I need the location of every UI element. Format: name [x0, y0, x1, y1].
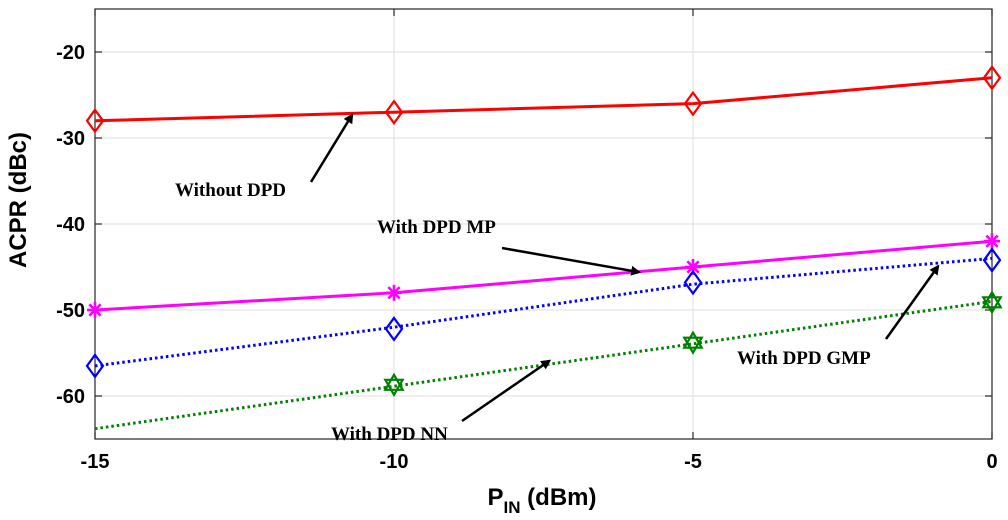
diamond-marker [384, 99, 404, 126]
annotation-with-dpd-nn: With DPD NN [331, 359, 552, 445]
annotation-arrow [501, 246, 642, 276]
asterisk-marker [87, 302, 103, 318]
hexagram-marker [383, 372, 405, 397]
series-with-dpd-mp [87, 233, 1000, 318]
y-axis-title: ACPR (dBc) [5, 132, 32, 268]
hexagram-marker [981, 290, 1003, 315]
hexagram-marker [682, 330, 704, 355]
annotation-arrow [461, 359, 552, 423]
annotation-arrow [309, 113, 354, 183]
x-axis-title: PIN (dBm) [488, 484, 597, 517]
diamond-marker [85, 107, 105, 134]
y-tick-label: -60 [56, 386, 85, 408]
x-tick-label: 0 [986, 451, 997, 473]
diamond-marker [384, 316, 404, 342]
series-line [94, 76, 993, 123]
series-line [94, 239, 993, 312]
series-with-dpd-gmp [85, 247, 1002, 379]
diamond-marker [683, 269, 703, 296]
x-tick-label: -5 [684, 451, 702, 473]
x-axis-title-main: P [488, 484, 504, 511]
annotations: Without DPD With DPD MP With DPD GMP With D… [175, 113, 940, 445]
asterisk-marker [386, 284, 402, 301]
annotation-arrow [884, 264, 940, 340]
series-without-dpd [85, 64, 1002, 134]
x-axis-title-unit: (dBm) [521, 484, 597, 511]
annotation-with-dpd-gmp: With DPD GMP [737, 264, 940, 369]
y-tick-label: -40 [56, 214, 85, 236]
diamond-marker [982, 64, 1002, 91]
annotation-label: With DPD MP [377, 217, 496, 238]
series [85, 64, 1003, 431]
annotation-without-dpd: Without DPD [175, 113, 354, 201]
annotation-label: With DPD NN [331, 424, 448, 445]
diamond-marker [982, 247, 1002, 273]
y-tick-label: -50 [56, 300, 85, 322]
asterisk-marker [984, 233, 1000, 250]
annotation-with-dpd-mp: With DPD MP [377, 217, 642, 276]
diamond-marker [683, 90, 703, 117]
grid [94, 9, 993, 439]
asterisk-marker [685, 259, 701, 275]
series-line [94, 256, 993, 368]
x-axis-title-subscript: IN [504, 498, 521, 517]
ticks: -15 -10 -5 0-20-30-40-50-60 [56, 9, 998, 473]
x-tick-label: -15 [81, 451, 110, 473]
diamond-marker [85, 353, 105, 379]
annotation-label: Without DPD [175, 180, 286, 201]
y-tick-label: -30 [56, 128, 85, 150]
y-tick-label: -20 [56, 42, 85, 64]
x-tick-label: -10 [380, 451, 409, 473]
annotation-label: With DPD GMP [737, 348, 871, 369]
